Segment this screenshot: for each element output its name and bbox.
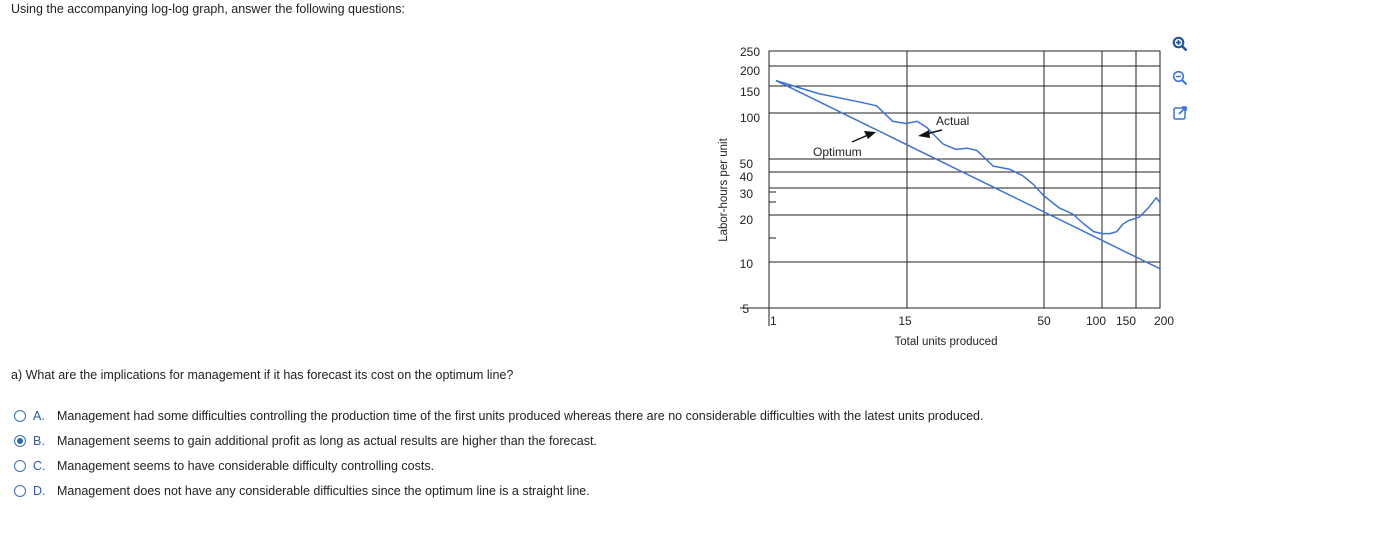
y-tick-label: 250 bbox=[740, 45, 760, 59]
option-letter: A. bbox=[33, 409, 45, 423]
minor-ticks bbox=[740, 191, 776, 326]
annotation-optimum: Optimum bbox=[813, 145, 862, 159]
x-axis-title: Total units produced bbox=[895, 336, 998, 348]
vertical-gridlines bbox=[906, 51, 1137, 308]
x-tick-label: 50 bbox=[1037, 314, 1051, 328]
y-tick-label: 100 bbox=[740, 111, 760, 125]
y-tick-label: 20 bbox=[740, 213, 754, 227]
arrow-optimum bbox=[851, 131, 876, 143]
series-optimum-line bbox=[775, 79, 1161, 270]
y-tick-label: 30 bbox=[740, 187, 754, 201]
y-tick-label: 10 bbox=[740, 257, 754, 271]
x-tick-label: 1 bbox=[770, 314, 777, 328]
zoom-out-icon bbox=[1172, 70, 1188, 86]
x-tick-label: 100 bbox=[1086, 314, 1106, 328]
option-text: Management had some difficulties control… bbox=[57, 409, 984, 423]
y-tick-label: 40 bbox=[740, 170, 754, 184]
option-letter: C. bbox=[33, 459, 46, 473]
option-letter: B. bbox=[33, 434, 45, 448]
option-d[interactable]: D. Management does not have any consider… bbox=[14, 481, 590, 501]
option-text: Management seems to have considerable di… bbox=[57, 459, 435, 473]
zoom-out-button[interactable] bbox=[1171, 69, 1189, 87]
radio-option-d[interactable] bbox=[14, 485, 26, 497]
arrow-actual bbox=[918, 129, 943, 138]
x-tick-label: 15 bbox=[898, 314, 912, 328]
radio-option-c[interactable] bbox=[14, 460, 26, 472]
option-b[interactable]: B. Management seems to gain additional p… bbox=[14, 431, 597, 451]
option-text: Management does not have any considerabl… bbox=[57, 484, 590, 498]
radio-option-b[interactable] bbox=[14, 435, 26, 447]
option-a[interactable]: A. Management had some difficulties cont… bbox=[14, 406, 983, 426]
radio-option-a[interactable] bbox=[14, 410, 26, 422]
y-axis-title: Labor-hours per unit bbox=[718, 137, 730, 241]
instructions: Using the accompanying log-log graph, an… bbox=[11, 2, 405, 16]
series-actual-line bbox=[775, 79, 1161, 235]
y-tick-label: 50 bbox=[740, 157, 754, 171]
annotation-actual: Actual bbox=[936, 114, 969, 128]
question-text: a) What are the implications for managem… bbox=[11, 368, 514, 382]
y-tick-label: 150 bbox=[740, 85, 760, 99]
log-log-chart: 250 200 150 100 50 40 30 20 10 5 Labor-h… bbox=[718, 45, 1174, 348]
zoom-in-button[interactable] bbox=[1171, 35, 1189, 53]
x-tick-label: 150 bbox=[1116, 314, 1136, 328]
option-text: Management seems to gain additional prof… bbox=[57, 434, 597, 448]
option-c[interactable]: C. Management seems to have considerable… bbox=[14, 456, 434, 476]
option-letter: D. bbox=[33, 484, 46, 498]
horizontal-gridlines bbox=[769, 65, 1160, 263]
plot-frame bbox=[768, 50, 1161, 309]
zoom-in-icon bbox=[1172, 36, 1188, 52]
y-tick-label: 200 bbox=[740, 64, 760, 78]
popout-button[interactable] bbox=[1171, 104, 1189, 122]
x-tick-label: 200 bbox=[1154, 314, 1174, 328]
y-tick-label: 5 bbox=[742, 302, 749, 316]
popout-icon bbox=[1173, 106, 1187, 120]
